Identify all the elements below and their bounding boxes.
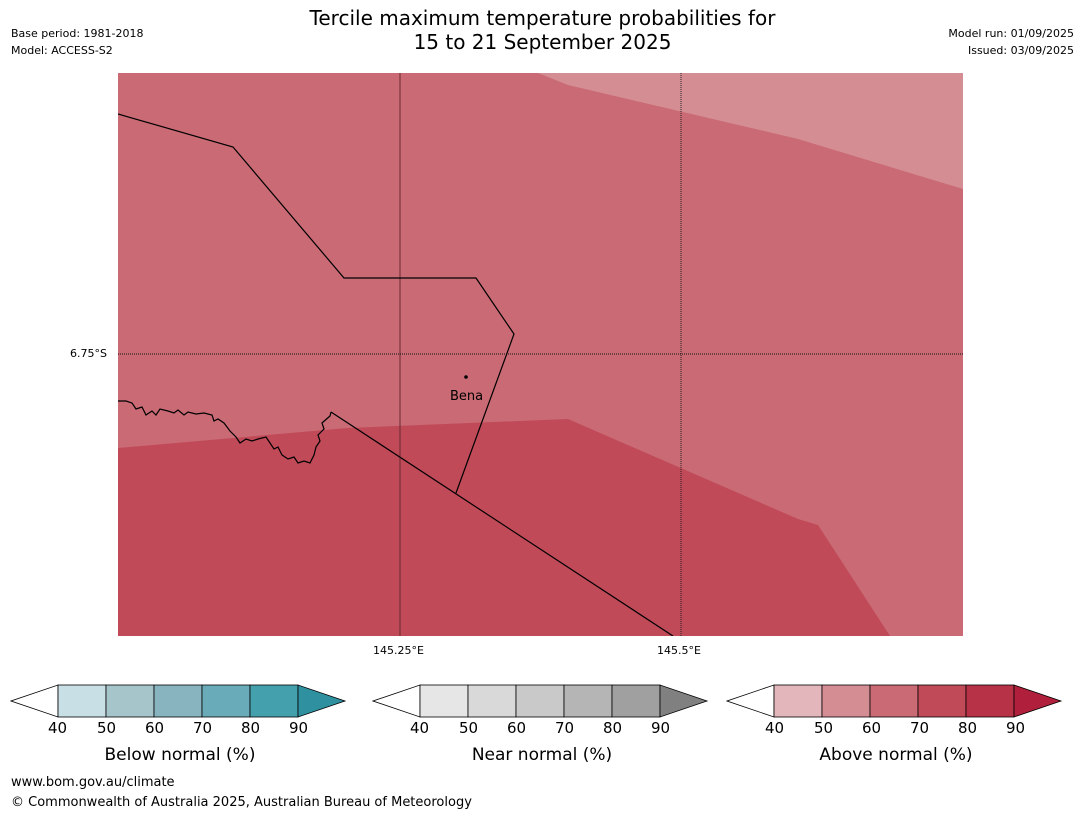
longitude-label-1: 145.25°E <box>373 644 424 657</box>
town-label-bena: Bena <box>450 389 483 404</box>
tick-label: 90 <box>1006 719 1026 737</box>
colorbar-below-normal-swatches <box>9 684 347 718</box>
colorbar-high-extend <box>1013 684 1063 718</box>
town-marker-icon <box>464 375 468 379</box>
colorbar-low-extend <box>371 684 421 718</box>
colorbar-swatch <box>201 684 251 718</box>
colorbar-swatch <box>153 684 203 718</box>
page-title: Tercile maximum temperature probabilitie… <box>0 6 1085 54</box>
tick-label: 80 <box>958 719 978 737</box>
colorbar-swatch <box>419 684 469 718</box>
tick-label: 70 <box>555 719 575 737</box>
colorbar-swatch <box>611 684 661 718</box>
title-line-2: 15 to 21 September 2025 <box>413 30 672 54</box>
colorbar-swatch <box>821 684 871 718</box>
colorbar-near-normal-title: Near normal (%) <box>471 745 613 765</box>
tick-label: 70 <box>193 719 213 737</box>
colorbar-high-extend <box>659 684 709 718</box>
tick-label: 80 <box>241 719 261 737</box>
tick-label: 60 <box>862 719 882 737</box>
longitude-label-2: 145.5°E <box>657 644 701 657</box>
colorbar-above-normal-swatches <box>725 684 1063 718</box>
footer-copyright: © Commonwealth of Australia 2025, Austra… <box>11 795 472 810</box>
tick-label: 40 <box>48 719 68 737</box>
model-run-label: Model run: 01/09/2025 <box>948 27 1074 40</box>
colorbar-low-extend <box>9 684 59 718</box>
colorbar-swatch <box>105 684 155 718</box>
model-label: Model: ACCESS-S2 <box>11 44 113 57</box>
region-dark-probability <box>118 419 890 636</box>
colorbar-above-normal <box>725 684 1066 718</box>
colorbar-swatch <box>249 684 299 718</box>
latitude-label: 6.75°S <box>70 347 107 360</box>
colorbar-swatch <box>515 684 565 718</box>
colorbar-low-extend <box>725 684 775 718</box>
colorbar-high-extend <box>297 684 347 718</box>
base-period-label: Base period: 1981-2018 <box>11 27 144 40</box>
title-line-1: Tercile maximum temperature probabilitie… <box>309 6 776 30</box>
colorbar-below-normal-title: Below normal (%) <box>104 745 256 765</box>
tick-label: 60 <box>145 719 165 737</box>
colorbar-swatch <box>467 684 517 718</box>
tick-label: 40 <box>765 719 785 737</box>
colorbar-near-normal-ticks: 40 50 60 70 80 90 <box>372 719 712 739</box>
colorbar-swatch <box>869 684 919 718</box>
forecast-map: Bena <box>118 73 963 636</box>
province-border-north <box>118 113 515 494</box>
coastline <box>118 400 332 464</box>
region-light-probability <box>538 73 963 189</box>
tick-label: 50 <box>814 719 834 737</box>
colorbar-swatch <box>965 684 1015 718</box>
footer-url: www.bom.gov.au/climate <box>11 775 175 790</box>
tick-label: 50 <box>459 719 479 737</box>
colorbar-below-normal <box>9 684 350 718</box>
tick-label: 60 <box>507 719 527 737</box>
colorbar-swatch <box>57 684 107 718</box>
tick-label: 40 <box>410 719 430 737</box>
colorbar-swatch <box>773 684 823 718</box>
tick-label: 80 <box>603 719 623 737</box>
colorbar-swatch <box>563 684 613 718</box>
tick-label: 90 <box>651 719 671 737</box>
tick-label: 90 <box>289 719 309 737</box>
colorbar-above-normal-title: Above normal (%) <box>819 745 973 765</box>
colorbar-near-normal-swatches <box>371 684 709 718</box>
tick-label: 50 <box>97 719 117 737</box>
colorbar-near-normal <box>371 684 712 718</box>
issued-label: Issued: 03/09/2025 <box>967 44 1074 57</box>
colorbar-above-normal-ticks: 40 50 60 70 80 90 <box>726 719 1066 739</box>
colorbar-below-normal-ticks: 40 50 60 70 80 90 <box>10 719 350 739</box>
tick-label: 70 <box>910 719 930 737</box>
colorbar-swatch <box>917 684 967 718</box>
province-border-south <box>330 411 674 636</box>
